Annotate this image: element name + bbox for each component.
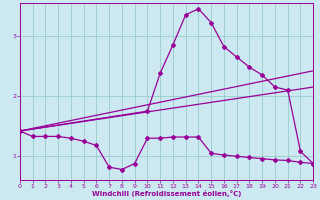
X-axis label: Windchill (Refroidissement éolien,°C): Windchill (Refroidissement éolien,°C) [92,190,241,197]
